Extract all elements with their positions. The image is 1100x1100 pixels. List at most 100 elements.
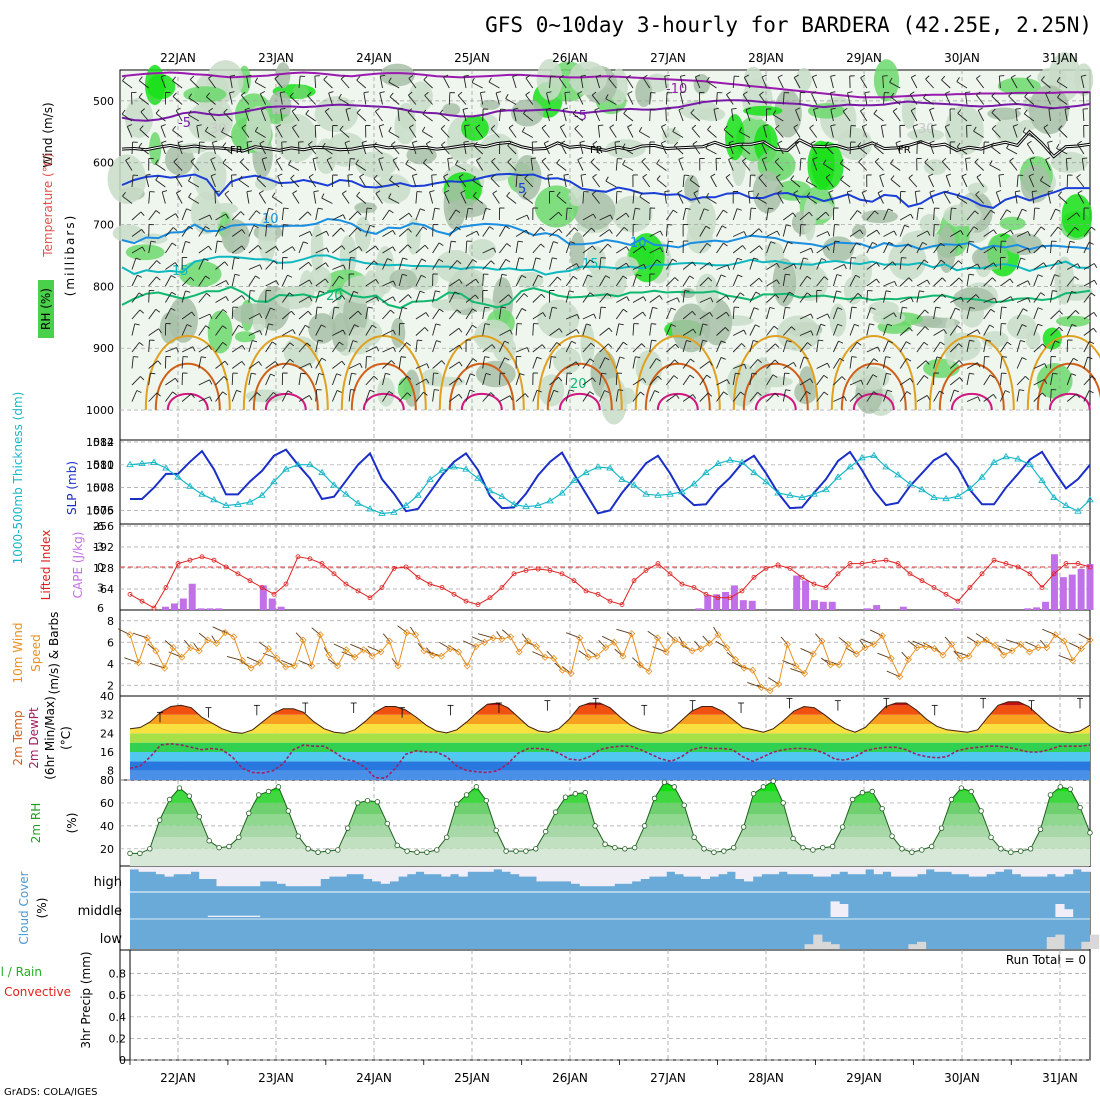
wind-barb [560, 143, 567, 155]
wind-barb [315, 290, 320, 303]
label-cloud-2: (%) [35, 898, 49, 919]
wind-barb [961, 175, 968, 188]
wind-barb [549, 376, 559, 386]
wind-barb [605, 180, 617, 188]
wind-barb-flag [257, 245, 262, 250]
wind-barb-flag [622, 341, 628, 346]
wind-barb-flag [560, 140, 566, 144]
wind-barb [849, 275, 856, 287]
wind-barb [665, 307, 672, 320]
wind-barb-flag [175, 107, 181, 111]
wind-barb [1048, 109, 1051, 122]
wind-barb [348, 227, 358, 237]
cloud-high-clear [597, 867, 607, 887]
wind-barb-flag [793, 190, 799, 194]
wind-barb [312, 158, 317, 171]
upper-ytick: 500 [93, 95, 114, 108]
wind-barb [148, 210, 157, 221]
wind-barb [315, 389, 318, 402]
wind-barb [731, 109, 734, 122]
wind-barb [691, 128, 701, 138]
wind-barb [172, 80, 183, 89]
wind-barb [121, 113, 133, 122]
wind-barb [933, 259, 942, 270]
wind-barb-flag [786, 224, 792, 227]
wind-barb [957, 113, 968, 122]
wind-speed-point [524, 637, 532, 645]
temp-band [130, 701, 1090, 706]
cloud-low-clear [917, 941, 927, 949]
wind-barb [866, 307, 872, 320]
wind-barb [693, 192, 701, 204]
temp-band [130, 724, 1090, 734]
rh2m-point [622, 846, 628, 852]
wind-barb-flag [1039, 176, 1044, 181]
wind-barb [1066, 291, 1073, 303]
wind-barb-flag [485, 373, 491, 376]
wind-barb [866, 229, 878, 237]
wind-barb [165, 262, 176, 270]
cape-bar [828, 601, 836, 610]
wind-barb [660, 126, 667, 138]
wind-barb-flag [189, 75, 195, 80]
wind-barb-flag [417, 339, 423, 342]
wind-barb [782, 291, 790, 303]
wind-barb [1047, 191, 1051, 204]
wind-barb-flag [259, 190, 264, 194]
li-point [463, 598, 469, 604]
wind-barb-flag [706, 76, 710, 82]
wind-speed-point [420, 647, 428, 655]
wind-barb-flag [1064, 107, 1071, 110]
wind-barb [916, 342, 925, 353]
wind-barb [842, 110, 851, 122]
wind-barb-flag [140, 376, 145, 381]
wind-barb [388, 131, 400, 138]
wind-barb [899, 243, 909, 254]
wind-barb [315, 230, 327, 237]
wind-barb-flag [177, 140, 184, 144]
wind-barb [457, 95, 467, 105]
wind-barb [976, 78, 985, 89]
cape-bar [1059, 577, 1067, 610]
cloud-high-clear [804, 867, 814, 875]
wind-barb-flag [925, 75, 930, 80]
wind-barb-flag [990, 209, 996, 214]
wind-barb [356, 112, 367, 122]
wind-barb [1050, 389, 1052, 402]
wind-barb-flag [998, 174, 1004, 176]
wind-speed-point [870, 640, 878, 648]
wind-barb-flag [423, 75, 428, 81]
wind-barb [138, 146, 149, 155]
wind-barb-flag [576, 314, 580, 320]
wind-barb-flag [837, 323, 843, 327]
contour-label: -5 [178, 116, 191, 131]
wind-barb [866, 262, 877, 270]
li-point [607, 598, 613, 604]
wind-barb [632, 191, 635, 204]
cloud-high-clear [700, 867, 710, 879]
wind-barb-flag [456, 226, 461, 231]
cloud-high-clear [1020, 867, 1030, 877]
wind-barb [582, 292, 591, 303]
wind-barb-flag [935, 306, 941, 309]
cloud-high-clear [1012, 867, 1022, 875]
wind-barb [382, 280, 394, 287]
wind-barb [308, 176, 317, 188]
wind-barb [976, 176, 985, 188]
wind-barb-flag [725, 174, 731, 178]
wind-barb-flag [289, 358, 295, 363]
wind-barb [880, 125, 884, 138]
wind-barb-flag [259, 140, 265, 144]
wind-barb-flag [380, 74, 386, 77]
wind-speed-point [135, 659, 143, 667]
wind-barb [564, 92, 567, 105]
wind-barb [215, 296, 227, 303]
thickness-line [129, 454, 1091, 515]
warm-lobe [460, 392, 503, 411]
wind-barb-flag [608, 343, 613, 348]
rh2m-point [216, 844, 222, 851]
wind-barb-flag [1010, 296, 1014, 302]
wind-barb [966, 362, 978, 369]
wind-barb-flag [424, 327, 429, 332]
